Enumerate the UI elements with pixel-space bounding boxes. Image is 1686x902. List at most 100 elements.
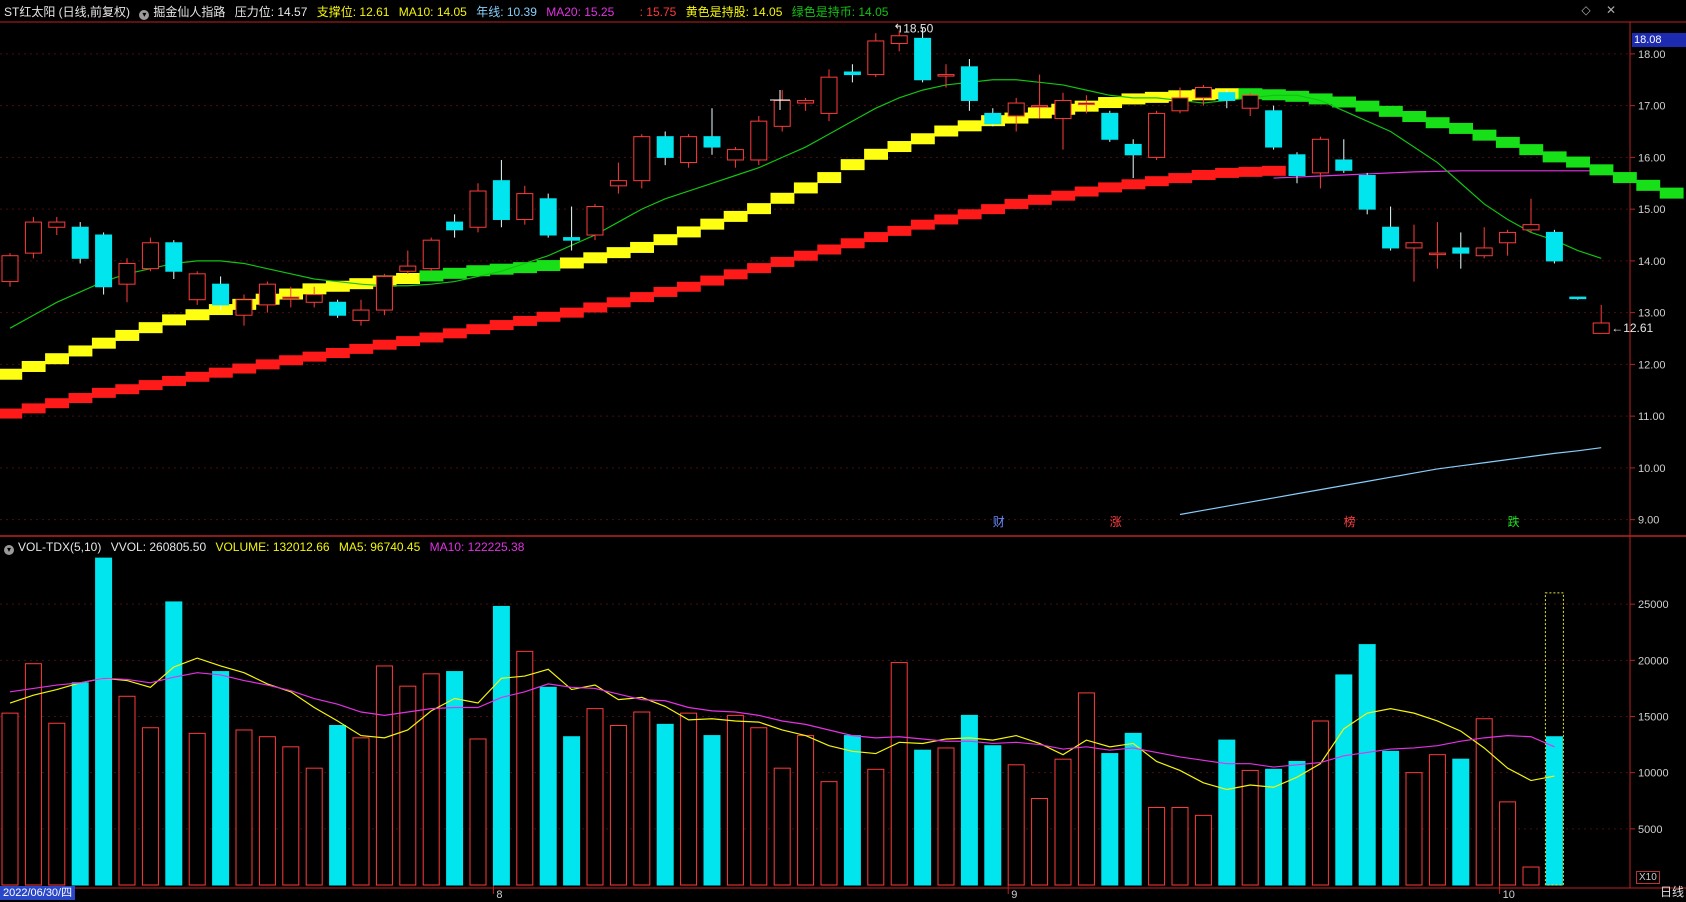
red-ma-segment bbox=[1215, 167, 1239, 178]
stock-title[interactable]: ST红太阳 (日线,前复权) bbox=[4, 5, 130, 19]
volume-bar bbox=[1241, 769, 1259, 886]
candle-body bbox=[1428, 252, 1446, 256]
dropdown-icon[interactable]: ▾ bbox=[139, 10, 150, 20]
candle-body bbox=[1241, 94, 1259, 109]
volume-bar bbox=[1428, 754, 1446, 886]
candle-body bbox=[1077, 102, 1095, 106]
volume-bar bbox=[843, 735, 861, 886]
volume-bar bbox=[1311, 720, 1329, 886]
price-tick-label: 15.00 bbox=[1638, 204, 1666, 216]
volume-bar bbox=[305, 767, 323, 886]
candle-body bbox=[1382, 226, 1400, 249]
event-tag: 跌 bbox=[1508, 514, 1520, 529]
volume-bar bbox=[165, 601, 183, 886]
vvol-value: VVOL: 260805.50 bbox=[110, 540, 207, 554]
red-ma-segment bbox=[1261, 165, 1286, 176]
candle-body bbox=[656, 136, 674, 158]
volume-indicator-name[interactable]: ▾ VOL-TDX(5,10) bbox=[4, 540, 101, 555]
volume-bar bbox=[95, 557, 113, 886]
volume-bar bbox=[1, 712, 19, 886]
step-ma-segment bbox=[1472, 129, 1497, 141]
candle-body bbox=[258, 283, 276, 306]
step-ma-segment bbox=[653, 234, 678, 246]
red-ma-segment bbox=[606, 297, 631, 308]
red-ma-segment bbox=[21, 403, 46, 414]
close-icon[interactable]: ✕ bbox=[1605, 3, 1616, 17]
volume-tick-label: 10000 bbox=[1638, 768, 1669, 780]
candle-body bbox=[773, 99, 791, 127]
main-legend: ST红太阳 (日线,前复权) ▾ 掘金仙人指路 压力位: 14.57 支撑位: 1… bbox=[4, 5, 894, 20]
volume-bar bbox=[422, 673, 440, 886]
candle-body bbox=[48, 221, 66, 228]
red-ma-segment bbox=[934, 214, 959, 225]
red-ma-segment bbox=[864, 232, 888, 243]
candle-body bbox=[750, 120, 768, 161]
step-ma-segment bbox=[1332, 96, 1356, 108]
volume-bar bbox=[914, 749, 932, 886]
candle-body bbox=[1499, 231, 1517, 244]
yellow-hold-value: 黄色是持股: 14.05 bbox=[685, 5, 783, 19]
step-ma-segment bbox=[1308, 93, 1333, 105]
volume-bar bbox=[1007, 764, 1025, 886]
step-ma-segment bbox=[723, 210, 748, 222]
volume-bar bbox=[1031, 798, 1049, 886]
dropdown-icon[interactable]: ▾ bbox=[4, 545, 14, 555]
candle-body bbox=[282, 296, 300, 300]
candle-body bbox=[399, 265, 417, 272]
step-ma-segment bbox=[45, 353, 69, 365]
step-ma-segment bbox=[68, 345, 93, 357]
step-ma-segment bbox=[466, 265, 491, 277]
candle-body bbox=[352, 309, 370, 321]
candle-body bbox=[305, 294, 323, 303]
red-ma-segment bbox=[466, 324, 491, 335]
indicator-name[interactable]: ▾ 掘金仙人指路 bbox=[139, 5, 225, 20]
candle-body bbox=[235, 299, 253, 316]
volume-bar bbox=[1522, 866, 1540, 886]
red-ma-segment bbox=[1051, 190, 1076, 201]
volume-bar bbox=[1218, 739, 1236, 886]
period-label[interactable]: 日线 bbox=[1659, 885, 1684, 899]
step-ma-segment bbox=[1612, 172, 1637, 184]
volume-bar bbox=[141, 727, 159, 886]
red-ma-segment bbox=[302, 351, 327, 362]
x-tick-label: 9 bbox=[1011, 889, 1017, 901]
red-ma-segment bbox=[325, 348, 350, 359]
red-ma-segment bbox=[1238, 166, 1263, 177]
step-ma-segment bbox=[957, 120, 982, 132]
diamond-icon[interactable]: ◇ bbox=[1581, 3, 1591, 17]
step-ma-segment bbox=[1659, 187, 1684, 199]
red-ma-segment bbox=[957, 209, 982, 220]
candle-body bbox=[1007, 102, 1025, 117]
scale-badge[interactable]: X10 bbox=[1636, 871, 1660, 884]
last-price-badge: 18.08 bbox=[1632, 33, 1686, 47]
red-ma-segment bbox=[162, 375, 186, 386]
candle-body bbox=[586, 206, 604, 236]
volume-bar bbox=[867, 768, 885, 886]
volume-bar bbox=[212, 671, 230, 886]
volume-bar bbox=[750, 727, 768, 886]
volume-bar bbox=[797, 735, 815, 886]
red-ma-segment bbox=[0, 408, 23, 419]
candle-body bbox=[118, 262, 136, 285]
step-ma-segment bbox=[1098, 97, 1122, 109]
red-ma-segment bbox=[232, 363, 257, 374]
volume-bar bbox=[1265, 768, 1283, 886]
volume-bar bbox=[937, 747, 955, 886]
candle-body bbox=[141, 242, 159, 270]
red-ma-segment bbox=[185, 371, 210, 382]
candle-body bbox=[1031, 105, 1049, 108]
step-ma-segment bbox=[1495, 136, 1520, 148]
candle-body bbox=[469, 190, 487, 228]
volume-bar bbox=[329, 724, 347, 886]
step-ma-segment bbox=[1542, 151, 1567, 163]
volume-bar bbox=[446, 671, 464, 886]
volume-bar bbox=[1288, 760, 1306, 886]
volume-bar bbox=[516, 650, 534, 886]
step-ma-segment bbox=[910, 133, 935, 145]
step-ma-segment bbox=[1285, 90, 1310, 102]
step-ma-segment bbox=[442, 267, 467, 279]
red-ma-segment bbox=[1098, 182, 1122, 193]
red-line-value: : 15.75 bbox=[639, 5, 677, 19]
